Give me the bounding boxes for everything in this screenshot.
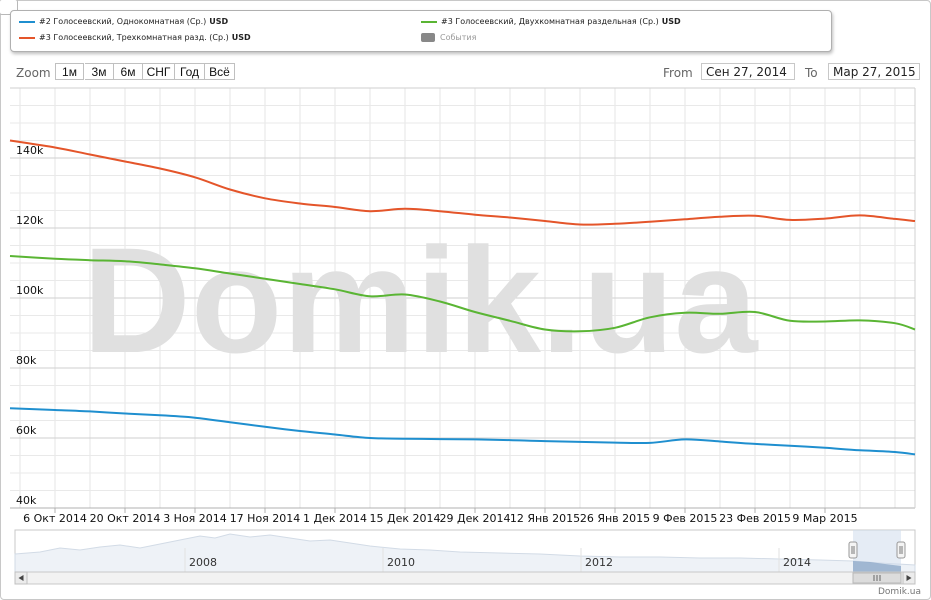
legend-item-events[interactable]: События <box>421 33 476 42</box>
x-axis: 6 Окт 2014 20 Окт 2014 3 Ноя 2014 17 Ноя 20… <box>23 508 858 525</box>
x-tick-label: 9 Фев 2015 <box>653 512 718 525</box>
x-tick-label: 20 Окт 2014 <box>90 512 161 525</box>
y-axis: 40k 60k 80k 100k 120k 140k <box>16 144 44 507</box>
x-tick-label: 1 Дек 2014 <box>303 512 367 525</box>
legend-unit: USD <box>231 33 251 42</box>
series-line-2[interactable] <box>9 139 916 226</box>
to-date-input[interactable]: Мар 27, 2015 <box>828 63 920 80</box>
y-tick-label: 40k <box>16 494 37 507</box>
zoom-1y-button[interactable]: Год <box>175 63 205 80</box>
zoom-1m-button[interactable]: 1м <box>55 63 84 80</box>
legend-label: #3 Голосеевский, Трехкомнатная разд. (Ср… <box>39 33 229 42</box>
zoom-6m-button[interactable]: 6м <box>114 63 143 80</box>
scrollbar[interactable] <box>14 571 916 585</box>
navigator-year-label: 2012 <box>585 556 613 569</box>
x-tick-label: 15 Дек 2014 <box>370 512 441 525</box>
x-tick-label: 6 Окт 2014 <box>23 512 87 525</box>
y-tick-label: 60k <box>16 424 37 437</box>
zoom-label: Zoom <box>16 66 51 80</box>
legend-swatch <box>19 20 35 23</box>
x-tick-label: 3 Ноя 2014 <box>163 512 227 525</box>
from-label: From <box>663 66 693 80</box>
from-date-input[interactable]: Сен 27, 2014 <box>701 63 795 80</box>
credit-link[interactable]: Domik.ua <box>878 587 921 597</box>
to-label: To <box>805 66 818 80</box>
legend-label: События <box>440 33 477 42</box>
legend-item-two-room[interactable]: #3 Голосеевский, Двухкомнатная раздельна… <box>421 17 681 26</box>
navigator-right-handle[interactable] <box>896 541 906 559</box>
legend-label: #3 Голосеевский, Двухкомнатная раздельна… <box>441 17 659 26</box>
legend-label: #2 Голосеевский, Однокомнатная (Ср.) <box>39 17 207 26</box>
navigator-year-label: 2008 <box>189 556 217 569</box>
navigator-left-handle[interactable] <box>848 541 858 559</box>
scroll-right-arrow-icon <box>906 575 912 581</box>
x-tick-label: 26 Янв 2015 <box>580 512 650 525</box>
y-tick-label: 100k <box>16 284 44 297</box>
scroll-left-arrow-icon <box>18 575 24 581</box>
x-tick-label: 9 Мар 2015 <box>792 512 857 525</box>
legend: #2 Голосеевский, Однокомнатная (Ср.) USD… <box>10 10 832 52</box>
series-line-0[interactable] <box>9 407 916 456</box>
zoom-all-button[interactable]: Всё <box>205 63 235 80</box>
navigator-year-labels: 2008 2010 2012 2014 <box>184 548 811 572</box>
x-tick-label: 17 Ноя 2014 <box>230 512 301 525</box>
x-tick-label: 12 Янв 2015 <box>510 512 580 525</box>
zoom-ytd-button[interactable]: СНГ <box>143 63 175 80</box>
scrollbar-track[interactable] <box>14 571 916 585</box>
grid <box>10 87 916 509</box>
navigator-year-label: 2010 <box>387 556 415 569</box>
y-tick-label: 120k <box>16 214 44 227</box>
legend-swatch <box>19 36 35 39</box>
watermark: Domik.ua <box>82 216 759 384</box>
navigator[interactable]: 2008 2010 2012 2014 <box>14 529 916 573</box>
zoom-3m-button[interactable]: 3м <box>85 63 114 80</box>
legend-swatch <box>421 20 437 23</box>
navigator-selected-series <box>853 561 901 572</box>
legend-unit: USD <box>209 17 229 26</box>
y-tick-label: 140k <box>16 144 44 157</box>
series-group <box>9 139 916 456</box>
legend-item-three-room[interactable]: #3 Голосеевский, Трехкомнатная разд. (Ср… <box>19 33 251 42</box>
legend-item-one-room[interactable]: #2 Голосеевский, Однокомнатная (Ср.) USD <box>19 17 228 26</box>
legend-unit: USD <box>661 17 681 26</box>
navigator-year-label: 2014 <box>783 556 811 569</box>
legend-swatch <box>421 33 435 42</box>
x-tick-label: 29 Дек 2014 <box>440 512 511 525</box>
x-tick-label: 23 Фев 2015 <box>719 512 791 525</box>
navigator-series <box>14 533 916 573</box>
y-tick-label: 80k <box>16 354 37 367</box>
range-selector: Zoom 1м 3м 6м СНГ Год Всё From Сен 27, 2… <box>0 62 931 84</box>
